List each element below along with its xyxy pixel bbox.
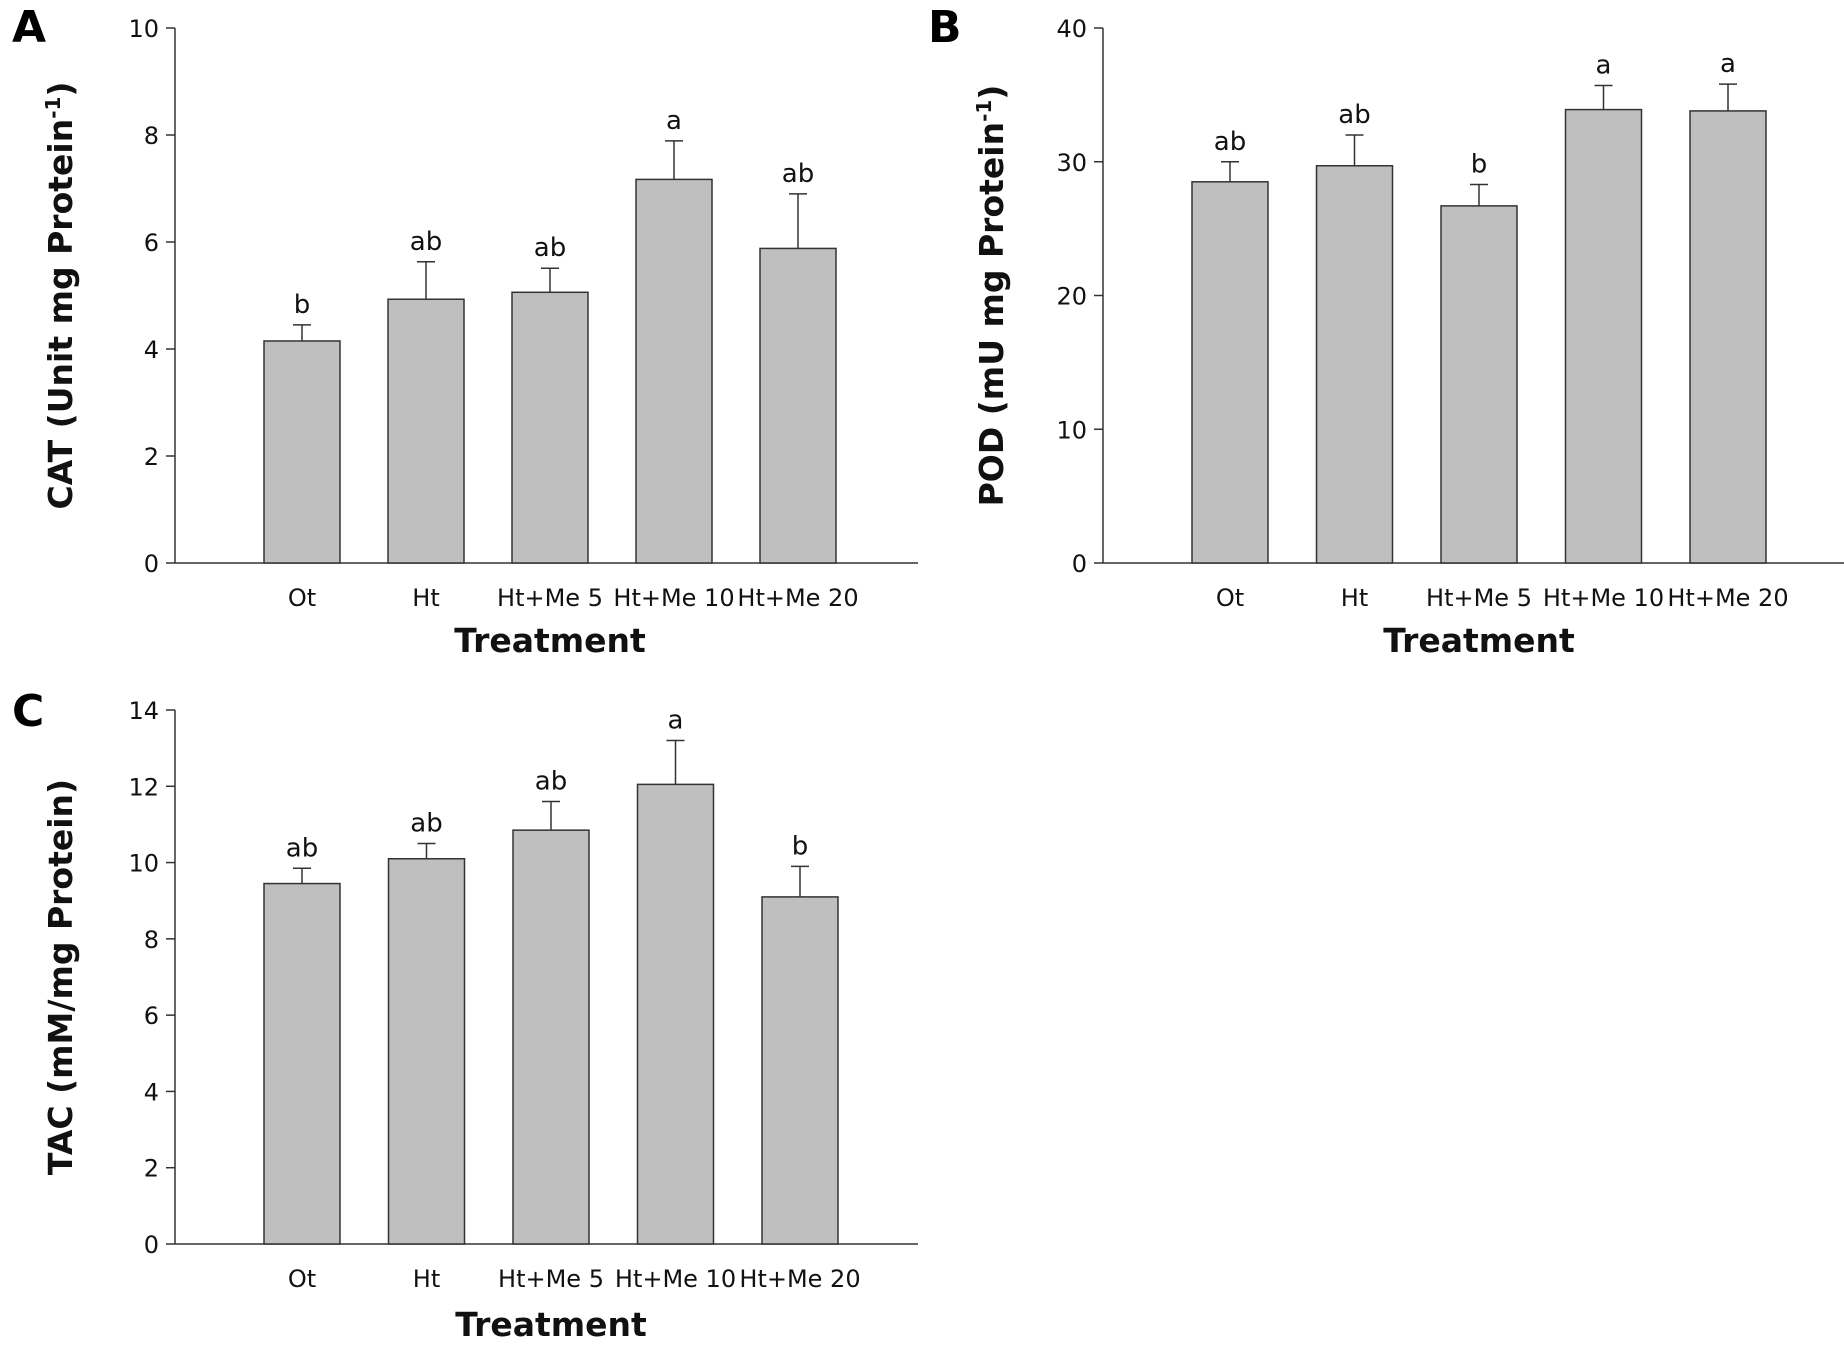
significance-label: b — [294, 290, 311, 320]
bar — [387, 298, 465, 564]
y-tick-label: 10 — [128, 850, 159, 878]
significance-label: ab — [535, 767, 567, 797]
y-tick-label: 0 — [1072, 550, 1087, 578]
y-tick-label: 8 — [144, 926, 159, 954]
x-axis-title: Treatment — [1383, 621, 1575, 660]
x-tick-label: Ot — [1216, 584, 1244, 612]
bar — [387, 858, 466, 1245]
significance-label: ab — [410, 809, 442, 839]
y-axis-title-main: POD (mU mg Protein — [972, 122, 1011, 506]
significance-label: a — [668, 706, 684, 736]
y-tick-label: 4 — [144, 336, 159, 364]
x-tick-label: Ht+Me 5 — [498, 1265, 604, 1293]
bar — [1191, 181, 1269, 564]
x-tick-label: Ht+Me 10 — [615, 1265, 736, 1293]
y-axis-title-end: ) — [972, 85, 1011, 100]
y-axis-title: POD (mU mg Protein-1) — [972, 85, 1011, 507]
bar — [761, 896, 839, 1245]
y-tick-label: 2 — [144, 443, 159, 471]
x-tick-label: Ht+Me 10 — [613, 584, 734, 612]
y-axis-title: TAC (mM/mg Protein) — [41, 779, 80, 1175]
significance-label: b — [792, 831, 809, 861]
bar — [1315, 165, 1394, 564]
significance-label: ab — [782, 159, 814, 189]
y-tick-label: 10 — [1056, 416, 1087, 444]
significance-label: ab — [286, 833, 318, 863]
x-tick-label: Ht+Me 20 — [737, 584, 858, 612]
y-tick-label: 0 — [144, 550, 159, 578]
bar — [512, 829, 590, 1245]
significance-label: ab — [1214, 127, 1246, 157]
bar — [511, 291, 589, 564]
bar — [263, 340, 341, 564]
significance-label: a — [1720, 49, 1736, 79]
y-tick-label: 6 — [144, 1002, 159, 1030]
y-axis-title-main: CAT (Unit mg Protein — [41, 119, 80, 510]
y-tick-label: 2 — [144, 1155, 159, 1183]
chart-tac: 0 2 4 6 8 10 12 14 ab Ot ab Ht ab Ht+Me 5 a Ht+Me 10 b Ht… — [41, 697, 918, 1344]
bar — [759, 247, 837, 564]
panel-label-a: A — [12, 2, 47, 53]
bar — [263, 882, 341, 1245]
y-tick-label: 20 — [1056, 283, 1087, 311]
x-tick-label: Ht+Me 5 — [497, 584, 603, 612]
x-tick-label: Ht — [1341, 584, 1368, 612]
significance-label: ab — [1338, 100, 1370, 130]
y-tick-label: 10 — [128, 15, 159, 43]
bar — [1689, 110, 1767, 564]
x-tick-label: Ht+Me 5 — [1426, 584, 1532, 612]
y-tick-label: 0 — [144, 1231, 159, 1259]
bar — [635, 178, 713, 564]
panel-label-b: B — [928, 2, 962, 53]
y-axis-title-main: TAC (mM/mg Protein) — [41, 779, 80, 1175]
y-tick-label: 30 — [1056, 149, 1087, 177]
bar — [1440, 205, 1518, 564]
x-tick-label: Ht+Me 20 — [1667, 584, 1788, 612]
chart-cat: 0 2 4 6 8 10 b Ot ab Ht ab Ht+Me 5 a Ht+Me 10 ab Ht+Me … — [41, 15, 918, 660]
x-axis-title: Treatment — [454, 621, 646, 660]
significance-label: ab — [534, 233, 566, 263]
x-axis-title: Treatment — [455, 1305, 647, 1344]
y-axis-title-sup: -1 — [41, 97, 65, 119]
x-tick-label: Ht+Me 10 — [1543, 584, 1664, 612]
x-tick-label: Ot — [288, 1265, 316, 1293]
y-axis-title: CAT (Unit mg Protein-1) — [41, 81, 80, 509]
y-tick-label: 12 — [128, 773, 159, 801]
y-tick-label: 14 — [128, 697, 159, 725]
significance-label: a — [666, 106, 682, 136]
y-axis-title-sup: -1 — [972, 100, 996, 122]
significance-label: ab — [410, 227, 442, 257]
x-tick-label: Ot — [288, 584, 316, 612]
x-tick-label: Ht — [412, 584, 439, 612]
chart-pod: 0 10 20 30 40 ab Ot ab Ht b Ht+Me 5 a Ht+Me 10 a Ht+Me… — [972, 15, 1844, 660]
y-axis-title-end: ) — [41, 81, 80, 96]
y-tick-label: 8 — [144, 122, 159, 150]
x-tick-label: Ht+Me 20 — [739, 1265, 860, 1293]
y-tick-label: 40 — [1056, 15, 1087, 43]
panel-label-c: C — [12, 686, 45, 737]
significance-label: a — [1596, 51, 1612, 81]
significance-label: b — [1471, 149, 1488, 179]
bar — [1564, 108, 1643, 564]
y-tick-label: 6 — [144, 229, 159, 257]
x-tick-label: Ht — [413, 1265, 440, 1293]
bar — [636, 783, 715, 1245]
y-tick-label: 4 — [144, 1078, 159, 1106]
